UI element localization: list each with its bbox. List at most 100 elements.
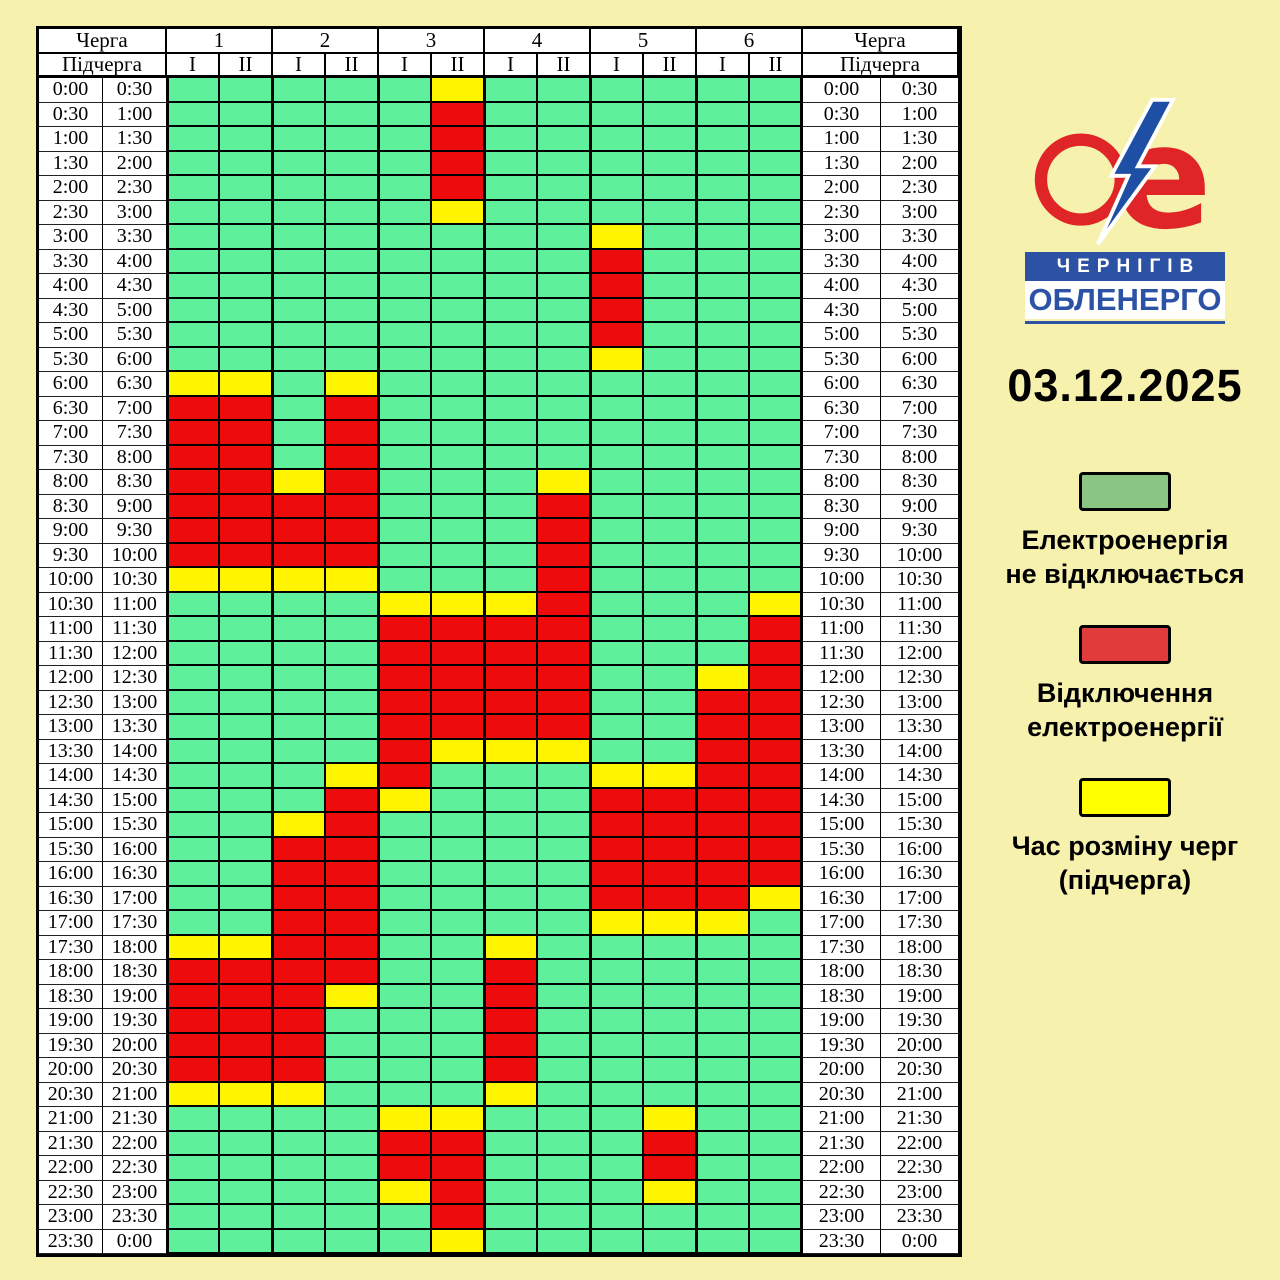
schedule-cell-2-II-15:00 bbox=[326, 813, 379, 838]
time-start-right: 7:30 bbox=[803, 445, 881, 470]
schedule-cell-6-I-12:30 bbox=[697, 690, 750, 715]
schedule-cell-2-I-4:30 bbox=[273, 298, 326, 323]
schedule-cell-5-II-7:30 bbox=[644, 445, 697, 470]
schedule-cell-3-I-20:30 bbox=[379, 1082, 432, 1107]
legend-label-swap: Час розміну черг (підчерга) bbox=[1011, 831, 1239, 896]
schedule-cell-2-II-2:30 bbox=[326, 200, 379, 225]
schedule-cell-6-II-11:30 bbox=[750, 641, 803, 666]
schedule-cell-3-I-10:30 bbox=[379, 592, 432, 617]
schedule-cell-5-I-12:00 bbox=[591, 666, 644, 691]
schedule-cell-6-II-15:00 bbox=[750, 813, 803, 838]
schedule-cell-5-II-8:30 bbox=[644, 494, 697, 519]
schedule-cell-3-II-2:30 bbox=[432, 200, 485, 225]
schedule-cell-3-I-5:00 bbox=[379, 323, 432, 348]
schedule-cell-4-II-7:30 bbox=[538, 445, 591, 470]
schedule-cell-2-II-14:00 bbox=[326, 764, 379, 789]
schedule-cell-2-I-23:00 bbox=[273, 1205, 326, 1230]
schedule-cell-3-I-17:00 bbox=[379, 911, 432, 936]
schedule-cell-4-II-23:30 bbox=[538, 1229, 591, 1254]
schedule-cell-3-II-15:00 bbox=[432, 813, 485, 838]
schedule-cell-1-II-8:00 bbox=[220, 470, 273, 495]
schedule-cell-2-I-15:00 bbox=[273, 813, 326, 838]
schedule-cell-1-II-7:00 bbox=[220, 421, 273, 446]
schedule-cell-1-I-20:00 bbox=[167, 1058, 220, 1083]
schedule-cell-5-I-11:30 bbox=[591, 641, 644, 666]
time-end-left: 11:30 bbox=[103, 617, 167, 642]
time-end-left: 9:00 bbox=[103, 494, 167, 519]
schedule-cell-6-II-0:30 bbox=[750, 102, 803, 127]
time-start-right: 13:00 bbox=[803, 715, 881, 740]
schedule-cell-2-I-3:00 bbox=[273, 225, 326, 250]
time-start-right: 3:00 bbox=[803, 225, 881, 250]
schedule-cell-3-I-14:30 bbox=[379, 788, 432, 813]
schedule-cell-4-I-19:00 bbox=[485, 1009, 538, 1034]
schedule-cell-5-II-23:00 bbox=[644, 1205, 697, 1230]
time-start-left: 17:30 bbox=[39, 935, 103, 960]
schedule-cell-2-II-3:00 bbox=[326, 225, 379, 250]
time-end-right: 8:00 bbox=[881, 445, 959, 470]
schedule-cell-3-II-9:30 bbox=[432, 543, 485, 568]
time-end-right: 2:00 bbox=[881, 151, 959, 176]
schedule-cell-3-I-8:30 bbox=[379, 494, 432, 519]
schedule-cell-4-I-16:00 bbox=[485, 862, 538, 887]
schedule-cell-2-II-11:30 bbox=[326, 641, 379, 666]
schedule-cell-3-II-17:00 bbox=[432, 911, 485, 936]
schedule-cell-2-I-13:00 bbox=[273, 715, 326, 740]
schedule-cell-2-I-20:30 bbox=[273, 1082, 326, 1107]
time-start-left: 4:30 bbox=[39, 298, 103, 323]
schedule-cell-1-II-12:30 bbox=[220, 690, 273, 715]
schedule-cell-6-I-12:00 bbox=[697, 666, 750, 691]
schedule-cell-5-I-17:00 bbox=[591, 911, 644, 936]
schedule-cell-6-I-5:00 bbox=[697, 323, 750, 348]
schedule-cell-1-II-9:00 bbox=[220, 519, 273, 544]
schedule-cell-3-II-6:00 bbox=[432, 372, 485, 397]
time-start-left: 0:00 bbox=[39, 78, 103, 103]
schedule-cell-6-II-12:30 bbox=[750, 690, 803, 715]
schedule-cell-5-II-4:30 bbox=[644, 298, 697, 323]
schedule-cell-4-II-7:00 bbox=[538, 421, 591, 446]
schedule-cell-4-II-0:30 bbox=[538, 102, 591, 127]
schedule-cell-3-II-4:00 bbox=[432, 274, 485, 299]
schedule-cell-2-II-14:30 bbox=[326, 788, 379, 813]
time-start-right: 2:00 bbox=[803, 176, 881, 201]
time-start-right: 21:30 bbox=[803, 1131, 881, 1156]
schedule-cell-5-I-0:30 bbox=[591, 102, 644, 127]
time-start-left: 7:30 bbox=[39, 445, 103, 470]
schedule-cell-6-I-4:30 bbox=[697, 298, 750, 323]
schedule-cell-4-II-2:30 bbox=[538, 200, 591, 225]
header-subgroup-3-I: I bbox=[379, 53, 432, 78]
time-end-left: 15:30 bbox=[103, 813, 167, 838]
schedule-cell-4-II-11:00 bbox=[538, 617, 591, 642]
schedule-cell-5-I-0:00 bbox=[591, 78, 644, 103]
schedule-cell-5-I-10:30 bbox=[591, 592, 644, 617]
legend-swatch-off bbox=[1079, 625, 1171, 665]
schedule-cell-4-I-11:00 bbox=[485, 617, 538, 642]
schedule-cell-6-I-22:30 bbox=[697, 1180, 750, 1205]
schedule-cell-4-I-4:30 bbox=[485, 298, 538, 323]
logo-city-banner: ЧЕРНІГІВ bbox=[1025, 252, 1225, 281]
schedule-cell-5-I-9:30 bbox=[591, 543, 644, 568]
time-end-left: 3:00 bbox=[103, 200, 167, 225]
schedule-cell-4-II-17:00 bbox=[538, 911, 591, 936]
schedule-cell-1-II-22:30 bbox=[220, 1180, 273, 1205]
schedule-cell-5-I-3:00 bbox=[591, 225, 644, 250]
time-end-left: 23:30 bbox=[103, 1205, 167, 1230]
schedule-cell-1-II-21:00 bbox=[220, 1107, 273, 1132]
time-start-right: 0:00 bbox=[803, 78, 881, 103]
schedule-cell-3-II-17:30 bbox=[432, 935, 485, 960]
schedule-cell-4-I-0:30 bbox=[485, 102, 538, 127]
schedule-cell-2-I-0:30 bbox=[273, 102, 326, 127]
schedule-cell-1-I-1:00 bbox=[167, 127, 220, 152]
time-end-right: 21:30 bbox=[881, 1107, 959, 1132]
schedule-cell-3-I-16:00 bbox=[379, 862, 432, 887]
schedule-cell-3-I-13:00 bbox=[379, 715, 432, 740]
time-end-left: 14:00 bbox=[103, 739, 167, 764]
schedule-cell-6-I-11:30 bbox=[697, 641, 750, 666]
schedule-cell-4-I-14:00 bbox=[485, 764, 538, 789]
schedule-cell-4-II-11:30 bbox=[538, 641, 591, 666]
time-start-right: 18:30 bbox=[803, 984, 881, 1009]
time-start-left: 20:00 bbox=[39, 1058, 103, 1083]
schedule-cell-6-II-23:30 bbox=[750, 1229, 803, 1254]
schedule-cell-1-I-2:30 bbox=[167, 200, 220, 225]
